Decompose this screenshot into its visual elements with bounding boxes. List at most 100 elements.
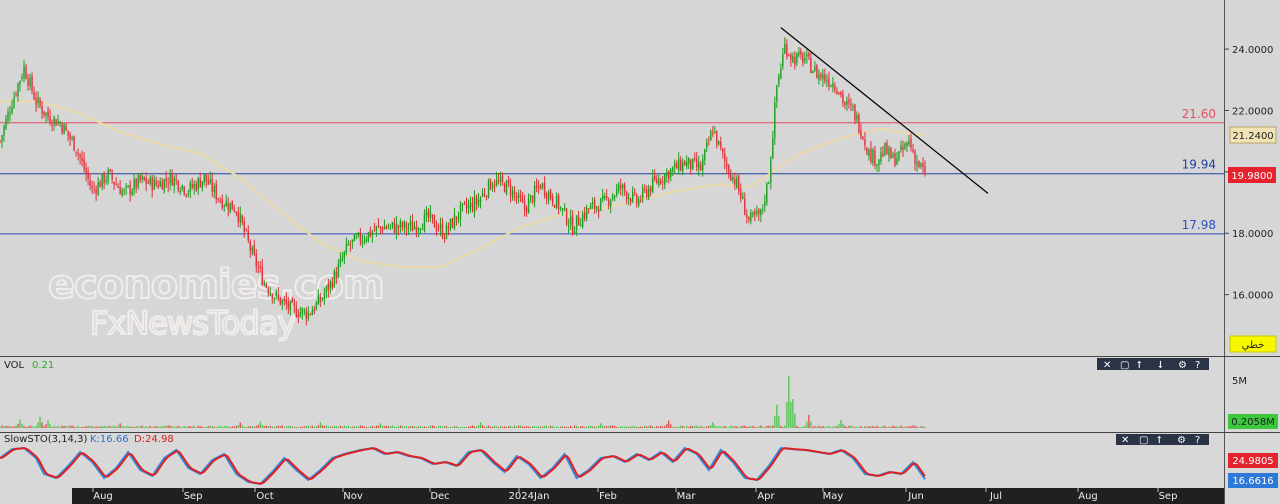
volume-bar: [698, 426, 700, 428]
candle: [315, 300, 318, 311]
candle: [107, 167, 109, 185]
volume-bar: [800, 427, 802, 428]
volume-bar: [564, 426, 566, 428]
candle: [307, 306, 310, 322]
candle: [397, 224, 400, 236]
candle: [553, 204, 556, 209]
candle: [700, 161, 702, 171]
candle: [71, 135, 73, 141]
volume-bar: [740, 426, 742, 428]
candle: [27, 73, 29, 91]
volume-bar: [119, 423, 121, 428]
candle: [125, 182, 127, 195]
volume-bar: [271, 426, 273, 428]
candle: [654, 169, 656, 182]
volume-bar: [89, 425, 91, 428]
settings-icon[interactable]: ⚙: [1178, 360, 1187, 371]
candle: [908, 134, 910, 147]
candle: [291, 296, 294, 304]
volume-bar: [439, 425, 442, 428]
candle: [347, 240, 350, 247]
candle: [101, 173, 103, 191]
candle: [39, 96, 41, 109]
volume-bar: [824, 426, 826, 428]
candle: [377, 218, 380, 229]
candle: [29, 74, 31, 91]
help-icon[interactable]: ?: [1195, 360, 1200, 371]
candle: [511, 186, 514, 201]
candle: [541, 182, 544, 190]
settings-icon[interactable]: ⚙: [1177, 435, 1186, 446]
candle: [273, 297, 275, 304]
candle: [778, 73, 780, 88]
move-down-icon[interactable]: ⭣: [1158, 360, 1163, 371]
candle: [860, 123, 862, 140]
candle: [381, 225, 384, 234]
candle: [17, 82, 19, 102]
volume-bar: [415, 427, 418, 428]
help-icon[interactable]: ?: [1195, 435, 1200, 446]
volume-panel-toolbar[interactable]: ✕ ▢ ⭡ ⭣ ⚙ ?: [1097, 358, 1209, 371]
candle: [351, 239, 354, 249]
candle: [1, 134, 3, 149]
volume-bar: [335, 426, 337, 428]
volume-bar: [788, 375, 790, 428]
candle: [259, 261, 261, 273]
volume-bar: [672, 427, 674, 428]
volume-bar: [153, 426, 155, 428]
horizontal-levels: 21.60 19.94 17.98: [0, 107, 1224, 235]
volume-bar: [355, 426, 357, 428]
volume-bar: [295, 427, 297, 428]
volume-bar: [854, 426, 856, 428]
move-up-icon[interactable]: ⭡: [1157, 435, 1162, 446]
candle: [712, 126, 714, 137]
candle: [379, 225, 382, 234]
close-icon[interactable]: ✕: [1121, 435, 1129, 446]
volume-bar: [521, 426, 524, 428]
volume-bar: [289, 425, 291, 428]
volume-bar: [756, 427, 758, 428]
volume-bar: [369, 426, 372, 428]
candle: [53, 115, 55, 131]
candle: [505, 179, 508, 196]
candle: [812, 70, 814, 74]
maximize-icon[interactable]: ▢: [1139, 435, 1148, 446]
volume-bar: [7, 425, 9, 428]
volume-bar: [834, 426, 836, 428]
stochastic-panel-toolbar[interactable]: ✕ ▢ ⭡ ⚙ ?: [1116, 434, 1209, 446]
volume-bar: [33, 427, 35, 428]
trendline: [780, 27, 989, 194]
close-icon[interactable]: ✕: [1103, 360, 1111, 371]
time-axis-bg: [72, 488, 1224, 504]
volume-bar: [359, 425, 361, 428]
volume-bar: [293, 426, 295, 428]
candle: [97, 176, 99, 197]
candle: [161, 177, 163, 190]
candle: [561, 208, 564, 216]
volume-bar: [892, 425, 894, 428]
volume-bar: [461, 426, 464, 428]
time-tick-label: Mar: [677, 491, 697, 502]
candle: [183, 185, 185, 197]
candle: [73, 135, 75, 152]
stochastic-k-label: K:16.66: [90, 434, 129, 445]
maximize-icon[interactable]: ▢: [1120, 360, 1129, 371]
candle: [639, 195, 642, 203]
candle: [55, 118, 57, 126]
candle: [177, 179, 179, 193]
candle: [37, 91, 39, 109]
volume-bar: [363, 426, 365, 428]
tool-button[interactable]: خطي: [1229, 335, 1277, 353]
candle: [345, 237, 348, 256]
candle: [353, 233, 356, 242]
candle: [283, 295, 286, 306]
candle: [77, 148, 79, 161]
candle: [249, 239, 251, 258]
volume-bar: [357, 426, 359, 428]
move-up-icon[interactable]: ⭡: [1137, 360, 1142, 371]
volume-bar: [804, 425, 806, 428]
watermark: economies.com FxNewsToday: [47, 261, 386, 343]
volume-bar: [97, 426, 99, 428]
candle: [870, 141, 872, 165]
volume-bar: [37, 422, 39, 428]
